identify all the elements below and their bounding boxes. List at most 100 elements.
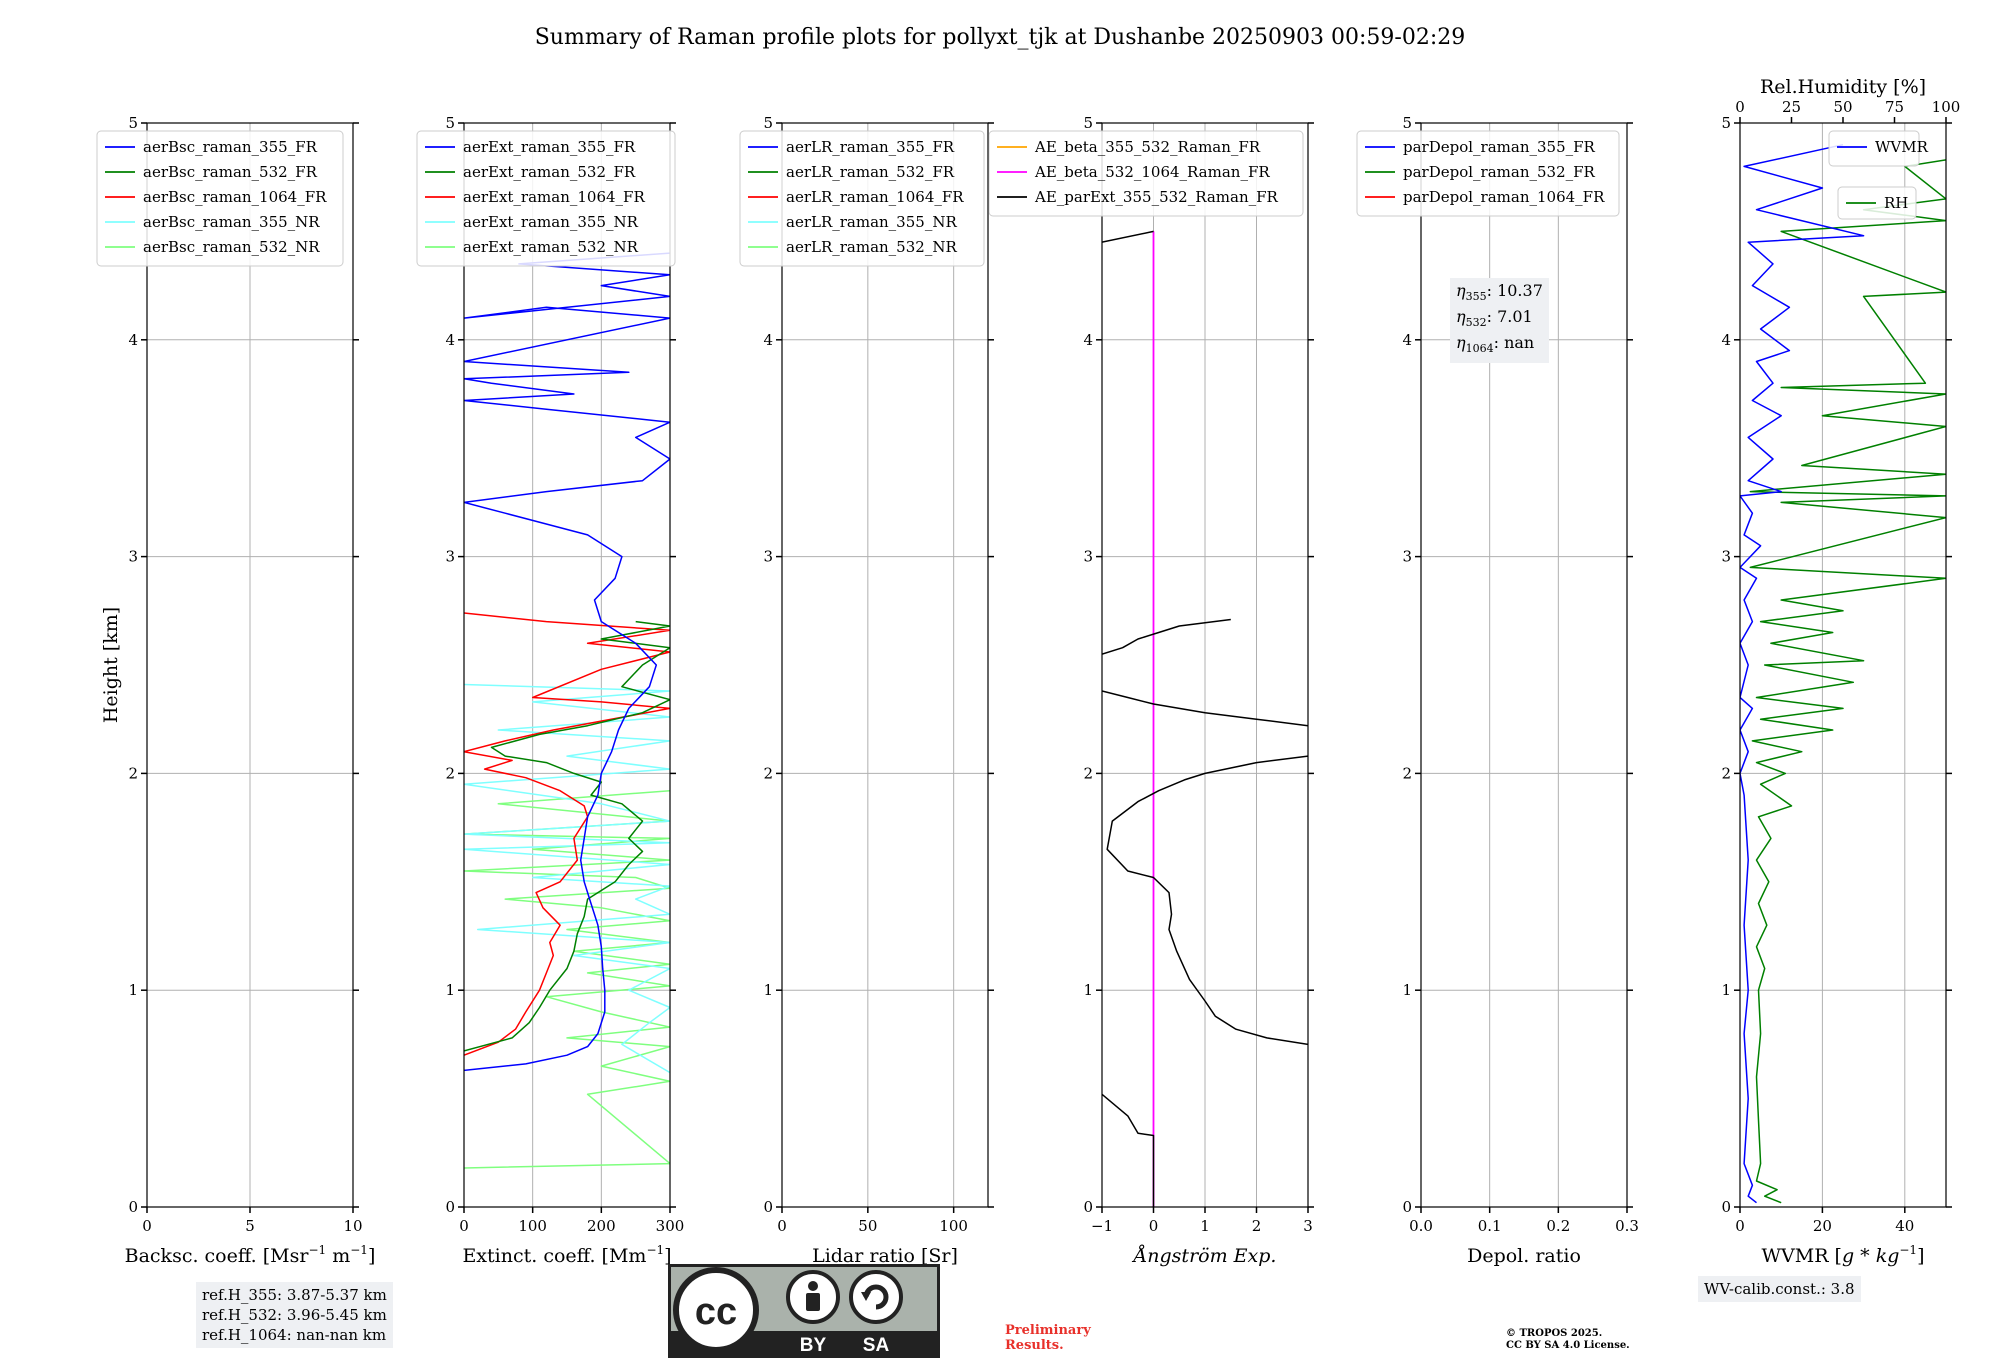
legend-entry: parDepol_raman_355_FR (1403, 138, 1596, 156)
x-tick-label: 0.3 (1615, 1217, 1639, 1235)
legend-entry: parDepol_raman_532_FR (1403, 163, 1596, 181)
legend: parDepol_raman_355_FR parDepol_raman_532_… (1356, 130, 1620, 217)
legend-entry: AE_beta_355_532_Raman_FR (1034, 138, 1261, 156)
cc-circle-icon (673, 1267, 759, 1353)
series-AE_parExt_355_532_Raman_FR_d (1102, 618, 1231, 655)
by-label: BY (800, 1335, 827, 1356)
sa-share-alike-icon (849, 1270, 903, 1324)
series-AE_parExt_355_532_Raman_FR_b (1106, 755, 1308, 1046)
y-tick-label: 4 (1402, 331, 1412, 349)
legend-entry: aerExt_raman_355_NR (463, 213, 639, 231)
top-x-tick-label: 50 (1833, 98, 1852, 116)
y-tick-label: 5 (1721, 114, 1731, 132)
eta-355: η355: 10.37 (1456, 281, 1543, 304)
x-tick-label: 2 (1252, 1217, 1262, 1235)
eta-532: η532: 7.01 (1456, 307, 1533, 330)
legend-entry: aerExt_raman_1064_FR (463, 188, 645, 206)
legend-frame (988, 130, 1304, 217)
x-tick-label: 20 (1813, 1217, 1832, 1235)
y-tick-label: 5 (128, 114, 138, 132)
legend-entry: WVMR (1875, 138, 1929, 156)
series-aerExt_raman_532_FR (464, 620, 670, 1052)
x-axis-label: Depol. ratio (1467, 1245, 1581, 1267)
series-AE_parExt_355_532_Raman_FR_e (1102, 230, 1154, 243)
x-axis-label-part: m (326, 1245, 350, 1267)
top-x-tick-label: 25 (1782, 98, 1801, 116)
legend-entry: parDepol_raman_1064_FR (1403, 188, 1605, 206)
y-tick-label: 5 (763, 114, 773, 132)
legend-entry: aerExt_raman_532_FR (463, 163, 636, 181)
y-tick-label: 3 (128, 548, 138, 566)
legend-entry: aerLR_raman_355_NR (786, 213, 957, 231)
x-tick-label: 100 (518, 1217, 547, 1235)
x-axis-label: Backsc. coeff. [Msr−1 m−1] (125, 1243, 376, 1267)
y-tick-label: 0 (1402, 1198, 1412, 1216)
ref-height-1064: ref.H_1064: nan-nan km (202, 1326, 387, 1344)
panel-ext: 0 1 2 3 4 5 0 100 200 300 Extinct. coeff. [Mm−1] ae… (416, 114, 684, 1267)
x-axis-label: WVMR [g * kg−1] (1761, 1243, 1924, 1267)
legend-entry: aerLR_raman_532_NR (786, 238, 957, 256)
y-tick-label: 0 (128, 1198, 138, 1216)
eta-box: η355: 10.37 η532: 7.01 η1064: nan (1450, 278, 1549, 363)
eta-1064: η1064: nan (1456, 333, 1535, 356)
legend-entry: aerLR_raman_355_FR (786, 138, 955, 156)
x-axis-label-part: ] (368, 1245, 375, 1267)
y-tick-label: 3 (445, 548, 455, 566)
series-RH (1749, 159, 1946, 1204)
cc-by-sa-logo: cc BY SA (668, 1264, 940, 1358)
legend-entry: aerBsc_raman_532_FR (143, 163, 318, 181)
x-tick-label: 50 (858, 1217, 877, 1235)
y-tick-label: 5 (1083, 114, 1093, 132)
legend-frame (416, 130, 676, 267)
y-tick-label: 3 (763, 548, 773, 566)
x-tick-label: 100 (939, 1217, 968, 1235)
series-aerExt_raman_355_FR (464, 252, 670, 1072)
x-axis-label-part: −1 (1899, 1243, 1917, 1257)
y-tick-label: 2 (1402, 764, 1412, 782)
series-group (1102, 230, 1308, 1207)
x-tick-label: 0 (459, 1217, 469, 1235)
legend-entry: RH (1884, 194, 1908, 212)
series-aerExt_raman_532_NR (464, 789, 670, 1169)
top-x-tick-label: 100 (1932, 98, 1961, 116)
series-group (464, 252, 670, 1169)
y-tick-label: 2 (1721, 764, 1731, 782)
y-tick-label: 1 (1721, 981, 1731, 999)
top-x-tick-label: 0 (1735, 98, 1745, 116)
y-tick-label: 4 (1721, 331, 1731, 349)
x-axis-label-part: Ångström Exp. (1132, 1245, 1277, 1267)
legend-frame (96, 130, 344, 267)
legend-entry: aerLR_raman_532_FR (786, 163, 955, 181)
axes-frame (463, 122, 671, 1208)
y-tick-label: 3 (1721, 548, 1731, 566)
legend-entry: aerBsc_raman_355_NR (143, 213, 320, 231)
legend: AE_beta_355_532_Raman_FR AE_beta_532_1064… (988, 130, 1304, 217)
y-tick-label: 2 (1083, 764, 1093, 782)
sa-arrow (863, 1284, 889, 1310)
by-person-head (808, 1281, 818, 1291)
wv-calib-text: WV-calib.const.: 3.8 (1704, 1280, 1855, 1298)
x-axis-label-part: WVMR [ (1761, 1245, 1841, 1267)
panel-depol: 0 1 2 3 4 5 0.0 0.1 0.2 0.3 Depol. ratio parDepol_r… (1356, 114, 1639, 1267)
legend: aerLR_raman_355_FR aerLR_raman_532_FR aerL… (739, 130, 985, 267)
y-tick-label: 3 (1083, 548, 1093, 566)
legend-frame (1837, 186, 1917, 220)
y-tick-label: 2 (128, 764, 138, 782)
ref-height-532: ref.H_532: 3.96-5.45 km (202, 1306, 387, 1324)
y-tick-label: 0 (1721, 1198, 1731, 1216)
y-tick-label: 0 (1083, 1198, 1093, 1216)
series-AE_parExt_355_532_Raman_FR (1102, 1093, 1155, 1207)
top-x-tick-label: 75 (1885, 98, 1904, 116)
figure-title: Summary of Raman profile plots for polly… (535, 25, 1466, 50)
x-tick-label: 0.1 (1478, 1217, 1502, 1235)
y-tick-label: 2 (763, 764, 773, 782)
legend: WVMR (1828, 130, 1929, 167)
ref-height-355: ref.H_355: 3.87-5.37 km (202, 1286, 387, 1304)
x-tick-label: 10 (343, 1217, 362, 1235)
x-tick-label: 0 (142, 1217, 152, 1235)
legend: aerBsc_raman_355_FR aerBsc_raman_532_FRae… (96, 130, 344, 267)
x-axis-label-part: −1 (646, 1243, 664, 1257)
